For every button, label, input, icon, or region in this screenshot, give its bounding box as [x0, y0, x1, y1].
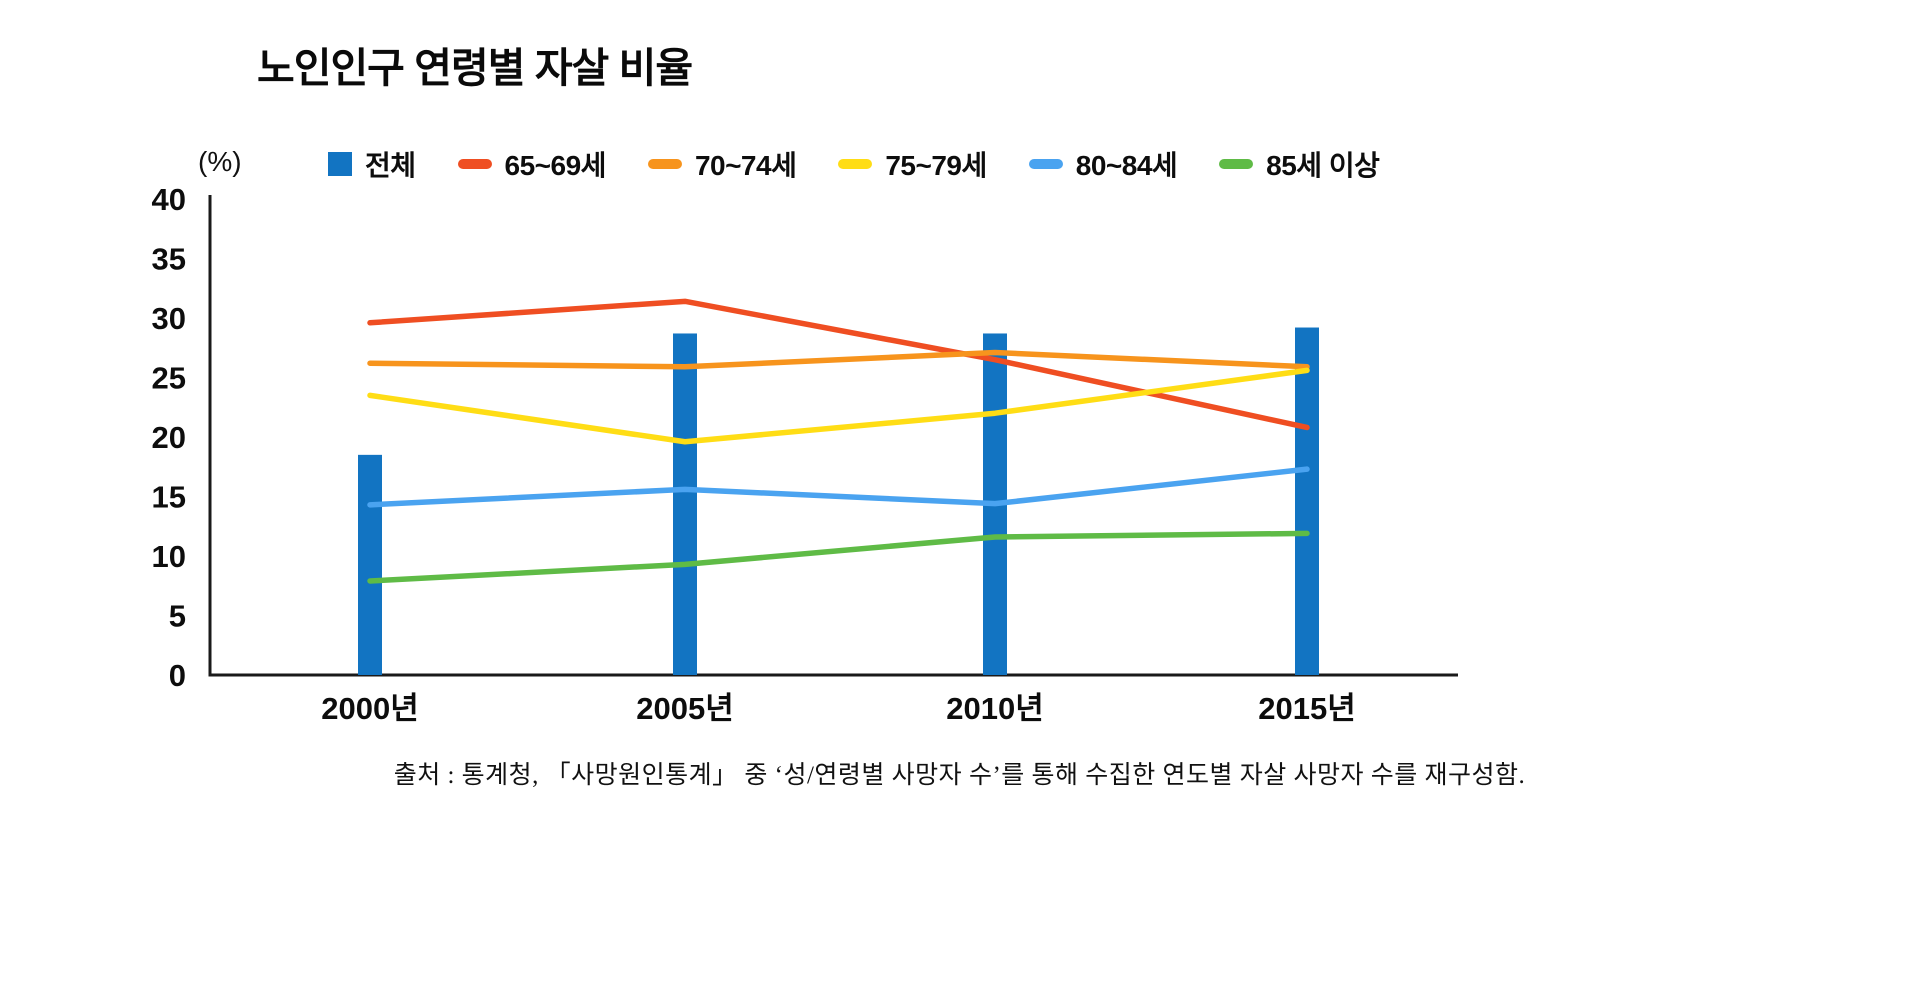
legend-line-swatch-icon	[1219, 159, 1254, 169]
bar-전체	[358, 454, 382, 675]
y-tick-label: 30	[152, 301, 186, 336]
y-tick-label: 40	[152, 182, 186, 217]
line-series-80~84세	[367, 466, 1310, 508]
bar-전체	[673, 333, 697, 675]
legend-line-swatch-icon	[647, 159, 682, 169]
legend-item-3: 75~79세	[838, 144, 987, 184]
legend-item-0: 전체	[328, 144, 416, 184]
source-note: 출처 : 통계청, 「사망원인통계」 중 ‘성/연령별 사망자 수’를 통해 수…	[393, 762, 1526, 789]
y-tick-label: 15	[152, 480, 186, 515]
legend-label: 전체	[365, 150, 416, 181]
y-tick-label: 20	[152, 420, 186, 455]
y-tick-label: 10	[152, 539, 186, 574]
x-category-label: 2000년	[321, 691, 418, 726]
y-axis-unit-label: (%)	[198, 146, 242, 177]
legend-label: 80~84세	[1075, 150, 1178, 181]
legend-line-swatch-icon	[838, 159, 873, 169]
legend: 전체 65~69세 70~74세 75~79세 80~84세 85세 이상	[328, 144, 1380, 184]
y-tick-label: 35	[152, 242, 186, 277]
legend-line-swatch-icon	[1028, 159, 1063, 169]
y-tick-label: 25	[152, 361, 186, 396]
x-category-label: 2015년	[1258, 691, 1355, 726]
legend-item-5: 85세 이상	[1219, 144, 1380, 184]
y-tick-label: 5	[169, 599, 186, 634]
y-tick-label: 0	[169, 658, 186, 693]
x-category-label: 2005년	[636, 691, 733, 726]
bar-전체	[1295, 327, 1319, 675]
chart-title: 노인인구 연령별 자살 비율	[257, 45, 693, 91]
legend-line-swatch-icon	[457, 159, 492, 169]
legend-label: 65~69세	[504, 150, 607, 181]
legend-item-2: 70~74세	[647, 144, 797, 184]
legend-bar-swatch-icon	[328, 152, 352, 176]
x-category-label: 2010년	[946, 691, 1043, 726]
legend-label: 85세 이상	[1266, 150, 1380, 181]
legend-label: 70~74세	[694, 150, 797, 181]
legend-label: 75~79세	[885, 150, 987, 181]
legend-item-4: 80~84세	[1028, 144, 1178, 184]
legend-item-1: 65~69세	[457, 144, 607, 184]
line-series-75~79세	[367, 367, 1310, 445]
line-series-70~74세	[367, 349, 1310, 370]
line-series-85세 이상	[367, 530, 1310, 584]
